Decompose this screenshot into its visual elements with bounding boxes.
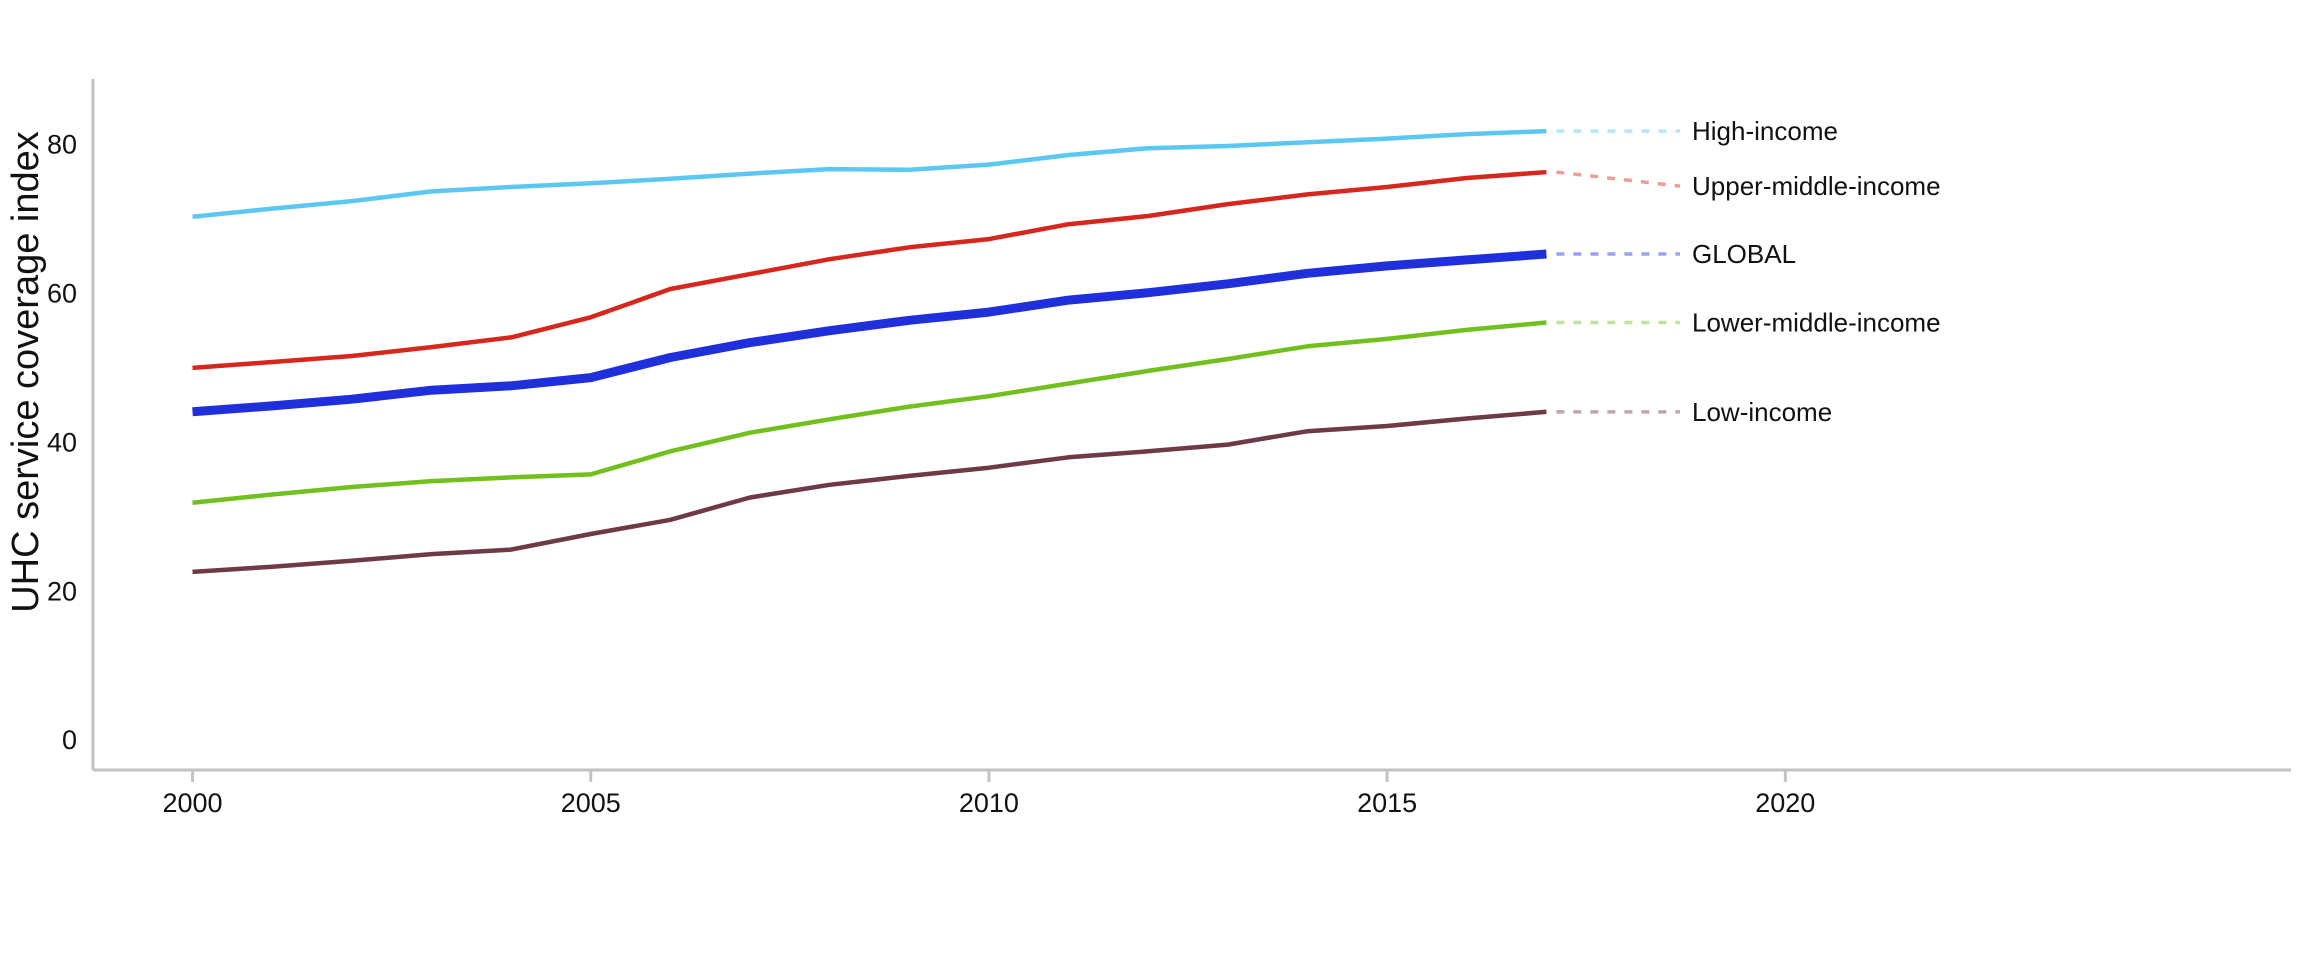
x-tick-label: 2020 <box>1755 788 1815 818</box>
series-label-upper-middle-income: Upper-middle-income <box>1692 171 1941 201</box>
series-label-low-income: Low-income <box>1692 397 1832 427</box>
series-line-global <box>192 249 1547 417</box>
x-tick-label: 2000 <box>163 788 223 818</box>
x-tick-label: 2005 <box>561 788 621 818</box>
series-label-global: GLOBAL <box>1692 239 1796 269</box>
y-tick-label: 40 <box>47 427 77 457</box>
series-label-lower-middle-income: Lower-middle-income <box>1692 307 1941 337</box>
x-tick-label: 2010 <box>959 788 1019 818</box>
y-tick-label: 60 <box>47 278 77 308</box>
y-axis-title: UHC service coverage index <box>5 131 47 613</box>
series-line-low-income <box>192 409 1547 575</box>
series-line-high-income <box>192 128 1547 220</box>
series-line-lower-middle-income <box>192 320 1547 505</box>
y-tick-label: 80 <box>47 130 77 160</box>
series-label-high-income: High-income <box>1692 116 1838 146</box>
x-tick-label: 2015 <box>1357 788 1417 818</box>
y-tick-label: 20 <box>47 576 77 606</box>
leader-line-upper-middle-income <box>1556 170 1681 188</box>
y-tick-label: 0 <box>62 725 77 755</box>
series-line-upper-middle-income <box>192 169 1547 371</box>
